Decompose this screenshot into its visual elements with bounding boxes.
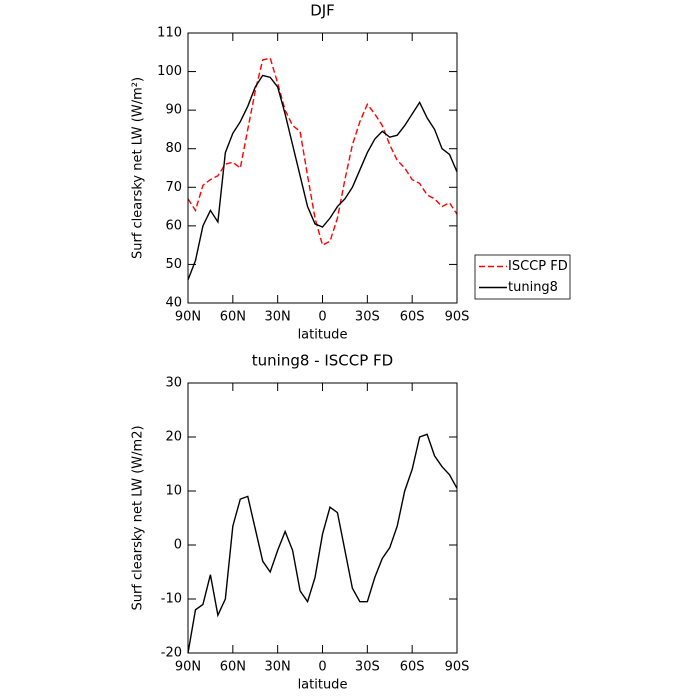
y-tick-label: 70	[165, 180, 182, 195]
y-tick-label: 60	[165, 218, 182, 233]
legend-label: ISCCP FD	[508, 259, 568, 274]
x-tick-label: 30N	[265, 660, 291, 675]
y-tick-label: 40	[165, 296, 182, 311]
x-axis-label: latitude	[298, 678, 348, 693]
y-tick-label: 10	[165, 484, 182, 499]
x-tick-label: 90S	[445, 310, 470, 325]
x-tick-label: 90N	[175, 310, 201, 325]
x-tick-label: 60N	[220, 310, 246, 325]
data-line	[187, 57, 458, 247]
y-tick-label: 110	[157, 26, 182, 41]
chart-title: DJF	[310, 2, 335, 20]
x-axis-label: latitude	[298, 328, 348, 343]
y-axis-label: Surf clearsky net LW (W/m2)	[131, 425, 146, 610]
y-tick-label: -20	[161, 646, 182, 661]
y-tick-label: -10	[161, 592, 182, 607]
y-axis-label: Surf clearsky net LW (W/m²)	[131, 77, 146, 259]
y-tick-label: 50	[165, 257, 182, 272]
x-tick-label: 60N	[220, 660, 246, 675]
y-tick-label: 0	[174, 538, 182, 553]
x-tick-label: 0	[318, 660, 326, 675]
y-tick-label: 20	[165, 430, 182, 445]
y-tick-label: 90	[165, 103, 182, 118]
x-tick-label: 30S	[355, 660, 380, 675]
x-tick-label: 30N	[265, 310, 291, 325]
y-tick-label: 80	[165, 141, 182, 156]
legend-label: tuning8	[508, 280, 558, 295]
data-line	[187, 433, 458, 654]
x-tick-label: 60S	[400, 310, 425, 325]
x-tick-label: 30S	[355, 310, 380, 325]
x-tick-label: 60S	[400, 660, 425, 675]
x-tick-label: 90S	[445, 660, 470, 675]
x-tick-label: 0	[318, 310, 326, 325]
y-tick-label: 100	[157, 64, 182, 79]
x-tick-label: 90N	[175, 660, 201, 675]
legend-box	[474, 254, 571, 300]
y-tick-label: 30	[165, 376, 182, 391]
plot-frame	[187, 32, 458, 304]
data-line	[187, 74, 458, 281]
plot-frame	[187, 382, 458, 654]
chart-title: tuning8 - ISCCP FD	[252, 352, 393, 370]
